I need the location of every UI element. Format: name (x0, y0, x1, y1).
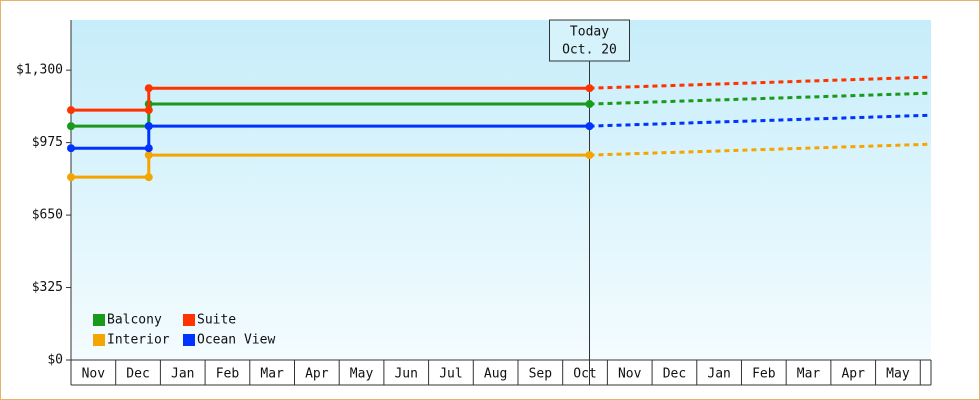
x-tick-label: Dec (126, 367, 149, 382)
x-tick-label: Jan (171, 367, 194, 382)
point (144, 173, 153, 182)
point (67, 122, 75, 131)
y-tick-label: $0 (47, 353, 63, 368)
today-label: Oct. 20 (562, 43, 617, 58)
point (585, 100, 594, 109)
forecast-line (589, 75, 932, 90)
series-line (71, 86, 590, 112)
point (67, 106, 75, 115)
series-line (71, 153, 590, 179)
point (585, 122, 594, 131)
point (144, 144, 153, 153)
legend-swatch (93, 314, 105, 326)
point (585, 151, 594, 160)
series-line (71, 124, 590, 150)
x-tick-label: Apr (841, 367, 865, 382)
x-tick-label: Aug (484, 367, 507, 382)
point (144, 151, 153, 160)
x-tick-label: Mar (260, 367, 284, 382)
point (67, 144, 75, 153)
x-tick-label: Nov (618, 367, 642, 382)
today-label: Today (570, 25, 609, 40)
legend-label: Suite (197, 313, 236, 328)
point (144, 122, 153, 131)
x-tick-label: May (350, 367, 374, 382)
point (67, 173, 75, 182)
y-tick-label: $325 (32, 280, 63, 295)
point (144, 106, 153, 115)
legend-swatch (93, 334, 105, 346)
x-tick-label: Mar (797, 367, 821, 382)
forecast-line (589, 91, 932, 106)
forecast-line (589, 113, 932, 128)
y-tick-label: $1,300 (16, 63, 63, 78)
plot-area (71, 20, 931, 360)
x-tick-label: Jun (394, 367, 417, 382)
x-tick-label: Jul (439, 367, 462, 382)
x-tick-label: Sep (529, 367, 553, 382)
y-tick-label: $975 (32, 135, 63, 150)
x-tick-label: Feb (752, 367, 776, 382)
legend-label: Balcony (107, 313, 162, 328)
today-box (549, 19, 631, 62)
x-tick-label: Jan (707, 367, 730, 382)
y-tick-label: $650 (32, 208, 63, 223)
point (585, 84, 594, 93)
x-tick-label: Dec (663, 367, 686, 382)
legend-label: Interior (107, 333, 170, 348)
point (144, 84, 153, 93)
legend-label: Ocean View (197, 333, 275, 348)
x-tick-label: Feb (216, 367, 240, 382)
legend-swatch (183, 314, 195, 326)
x-tick-label: Apr (305, 367, 329, 382)
forecast-line (589, 142, 932, 157)
x-tick-label: Oct (573, 367, 596, 382)
series-line (71, 102, 590, 128)
x-tick-label: Nov (82, 367, 106, 382)
legend-swatch (183, 334, 195, 346)
x-tick-label: May (886, 367, 910, 382)
